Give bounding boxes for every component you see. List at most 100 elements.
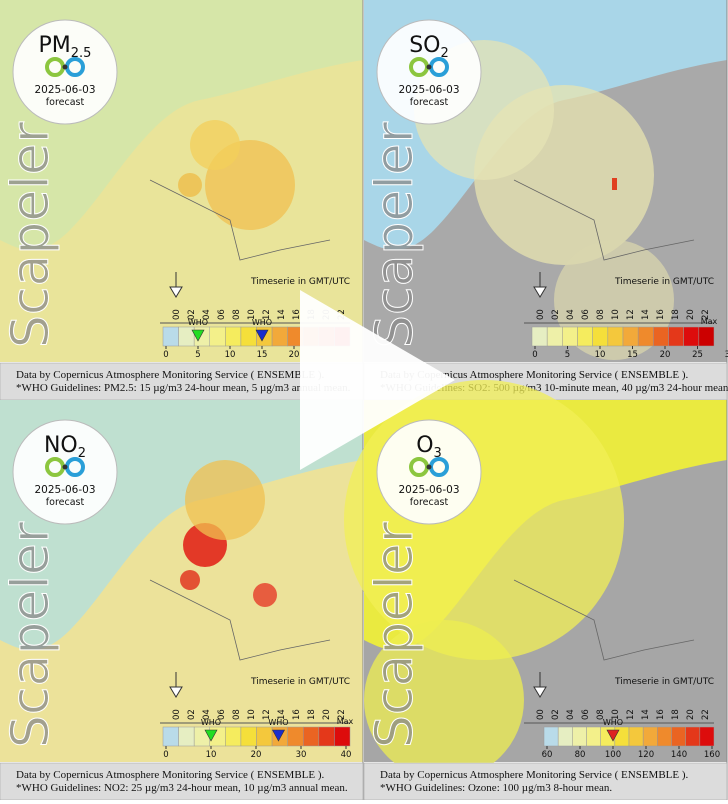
scale-box bbox=[543, 726, 559, 747]
border bbox=[149, 179, 331, 261]
scale-box bbox=[271, 326, 288, 347]
pollution-area bbox=[178, 173, 202, 197]
pollutant: SO2 bbox=[409, 33, 449, 61]
footer-text: *WHO Guidelines: NO2: 25 µg/m3 24-hour m… bbox=[16, 782, 348, 794]
hour-label: 10 bbox=[247, 709, 257, 720]
scale-box bbox=[209, 326, 226, 347]
watermark: Scapeler bbox=[1, 521, 61, 748]
hour-label: 10 bbox=[247, 309, 257, 320]
hour-label: 22 bbox=[337, 709, 347, 720]
logo-dot bbox=[62, 464, 68, 470]
scale-box bbox=[162, 726, 179, 747]
pollution-area bbox=[185, 460, 265, 540]
play-button[interactable] bbox=[300, 290, 455, 470]
hour-label: 00 bbox=[172, 309, 182, 320]
hour-label: 20 bbox=[322, 709, 332, 720]
who-label: WHO bbox=[201, 718, 221, 727]
scale-box bbox=[628, 726, 644, 747]
logo-badge bbox=[376, 19, 482, 125]
hour-label: 00 bbox=[536, 709, 546, 720]
footer bbox=[363, 762, 728, 801]
scale-box bbox=[318, 726, 335, 747]
hour-label: 04 bbox=[566, 709, 576, 720]
scale-label: 100 bbox=[605, 750, 621, 760]
scale-label: 25 bbox=[692, 350, 703, 360]
time-marker bbox=[169, 286, 183, 298]
hour-label: 08 bbox=[596, 709, 606, 720]
scale-box bbox=[287, 726, 304, 747]
scale-label: 30 bbox=[296, 750, 307, 760]
watermark: Scapeler bbox=[1, 121, 61, 348]
scale-box bbox=[225, 326, 242, 347]
scale-box bbox=[178, 726, 195, 747]
hour-label: 16 bbox=[292, 709, 302, 720]
scale-box bbox=[671, 726, 686, 747]
hour-label: 06 bbox=[581, 709, 591, 720]
hour-label: 10 bbox=[611, 309, 621, 320]
scale-label: 80 bbox=[575, 750, 586, 760]
scale-box bbox=[683, 326, 700, 347]
scale-box bbox=[622, 326, 639, 347]
hour-label: 16 bbox=[292, 309, 302, 320]
hour-label: 16 bbox=[656, 709, 666, 720]
border bbox=[513, 579, 695, 661]
scale-label: 40 bbox=[341, 750, 352, 760]
scale-max: Max bbox=[337, 717, 354, 726]
hour-label: 14 bbox=[277, 309, 287, 320]
timeserie-label: Timeserie in GMT/UTC bbox=[614, 677, 714, 687]
who-marker bbox=[191, 329, 205, 342]
footer-text: *WHO Guidelines: Ozone: 100 µg/m3 8-hour… bbox=[380, 782, 612, 794]
scale-box bbox=[562, 326, 578, 347]
scale-box bbox=[685, 726, 701, 747]
who-marker bbox=[204, 729, 218, 742]
logo-dot bbox=[426, 464, 432, 470]
scale-label: 20 bbox=[251, 750, 262, 760]
scale-label: 140 bbox=[671, 750, 687, 760]
scale-box bbox=[572, 726, 587, 747]
scale-box bbox=[557, 726, 573, 747]
who-label: WHO bbox=[252, 318, 272, 327]
hour-label: 00 bbox=[172, 709, 182, 720]
scale-box bbox=[668, 326, 684, 347]
scale-label: 20 bbox=[289, 350, 300, 360]
scale-label: 5 bbox=[195, 350, 200, 360]
scale-box bbox=[303, 726, 320, 747]
hour-label: 02 bbox=[187, 309, 197, 320]
hour-label: 08 bbox=[596, 309, 606, 320]
pollutant-sub: 2 bbox=[78, 446, 86, 461]
scale-label: 10 bbox=[595, 350, 606, 360]
scale-box bbox=[592, 326, 609, 347]
hour-label: 12 bbox=[626, 709, 636, 720]
pollutant-name: SO bbox=[409, 33, 440, 58]
logo-dot bbox=[62, 64, 68, 70]
panel: ScapelerPM2.52025-06-03forecastTimeserie… bbox=[0, 0, 364, 401]
forecast-date: 2025-06-03 bbox=[398, 84, 459, 96]
forecast-label: forecast bbox=[46, 497, 85, 508]
pollution-area bbox=[253, 583, 277, 607]
hour-label: 08 bbox=[232, 709, 242, 720]
scale-box bbox=[699, 726, 715, 747]
hour-label: 00 bbox=[536, 309, 546, 320]
hour-label: 12 bbox=[262, 709, 272, 720]
scale-box bbox=[653, 326, 669, 347]
scale-label: 30 bbox=[725, 350, 728, 360]
timeserie-label: Timeserie in GMT/UTC bbox=[250, 277, 350, 287]
who-label: WHO bbox=[603, 718, 623, 727]
pollutant-name: PM bbox=[39, 33, 71, 58]
who-label: WHO bbox=[188, 318, 208, 327]
pollution-area bbox=[364, 620, 524, 780]
forecast-date: 2025-06-03 bbox=[34, 84, 95, 96]
hour-label: 02 bbox=[187, 709, 197, 720]
logo-dot bbox=[426, 64, 432, 70]
hour-label: 02 bbox=[551, 709, 561, 720]
pollutant: O3 bbox=[416, 433, 442, 461]
who-marker bbox=[606, 729, 620, 742]
scale-box bbox=[657, 726, 672, 747]
pollution-area bbox=[180, 570, 200, 590]
scale-box bbox=[334, 726, 351, 747]
logo-badge bbox=[376, 419, 482, 525]
